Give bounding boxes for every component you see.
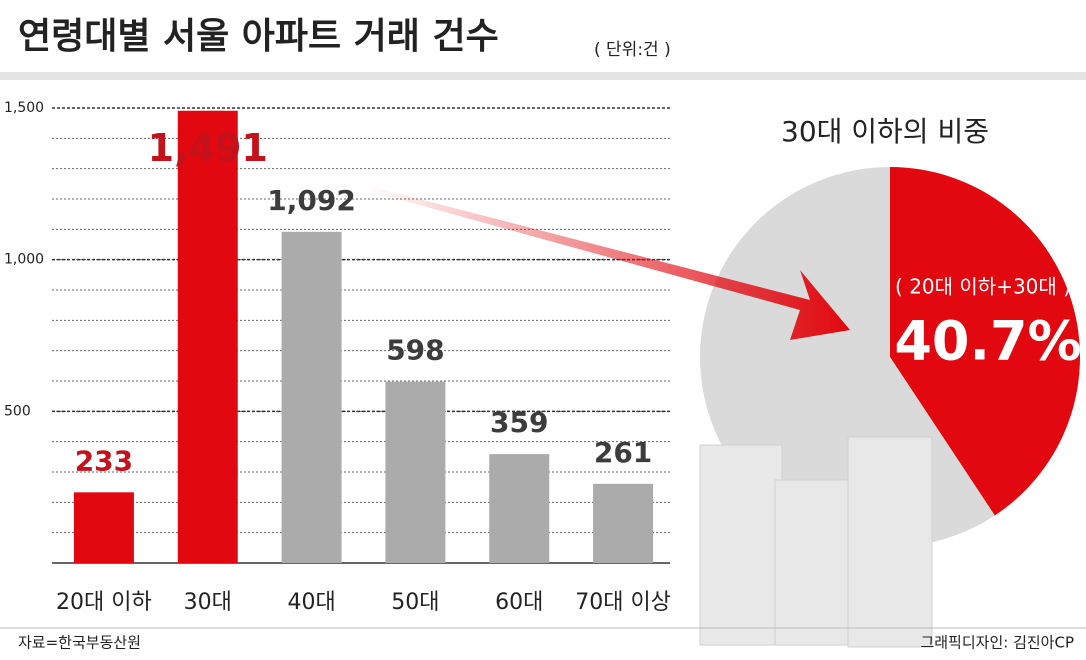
arrow-shape [365,185,850,340]
value-label: 1,491 [148,126,268,170]
pie-slice [890,167,1081,516]
unit-label: ( 단위:건 ) [594,40,671,60]
bar [593,483,654,563]
chart-title: 연령대별 서울 아파트 거래 건수 [18,16,499,57]
x-tick-label: 40대 [287,590,335,615]
x-tick-label: 70대 이상 [575,590,671,615]
slice-value-label: 40.7% [894,310,1081,373]
value-label: 598 [386,334,444,367]
bar [489,454,550,563]
buildings [699,436,933,648]
slice-label: ( 20대 이하+30대 ) [895,275,1071,299]
x-tick-label: 50대 [391,590,439,615]
bar [385,381,446,563]
bar [177,110,238,563]
pie-title: 30대 이하의 비중 [781,115,989,148]
bar [281,231,342,563]
y-tick-label: 1,000 [4,252,44,268]
value-label: 1,092 [267,184,356,217]
bar [73,492,134,563]
x-tick-label: 30대 [184,590,232,615]
x-tick-label: 20대 이하 [56,590,152,615]
value-label: 359 [490,406,548,439]
value-label: 261 [594,436,652,469]
source: 자료=한국부동산원 [18,634,141,652]
x-tick-label: 60대 [495,590,543,615]
credit: 그래픽디자인: 김진아CP [920,634,1074,652]
header-band [0,72,1086,80]
arrow [365,185,850,340]
y-tick-label: 500 [4,403,31,419]
y-tick-label: 1,500 [4,100,44,116]
value-label: 233 [75,444,133,477]
